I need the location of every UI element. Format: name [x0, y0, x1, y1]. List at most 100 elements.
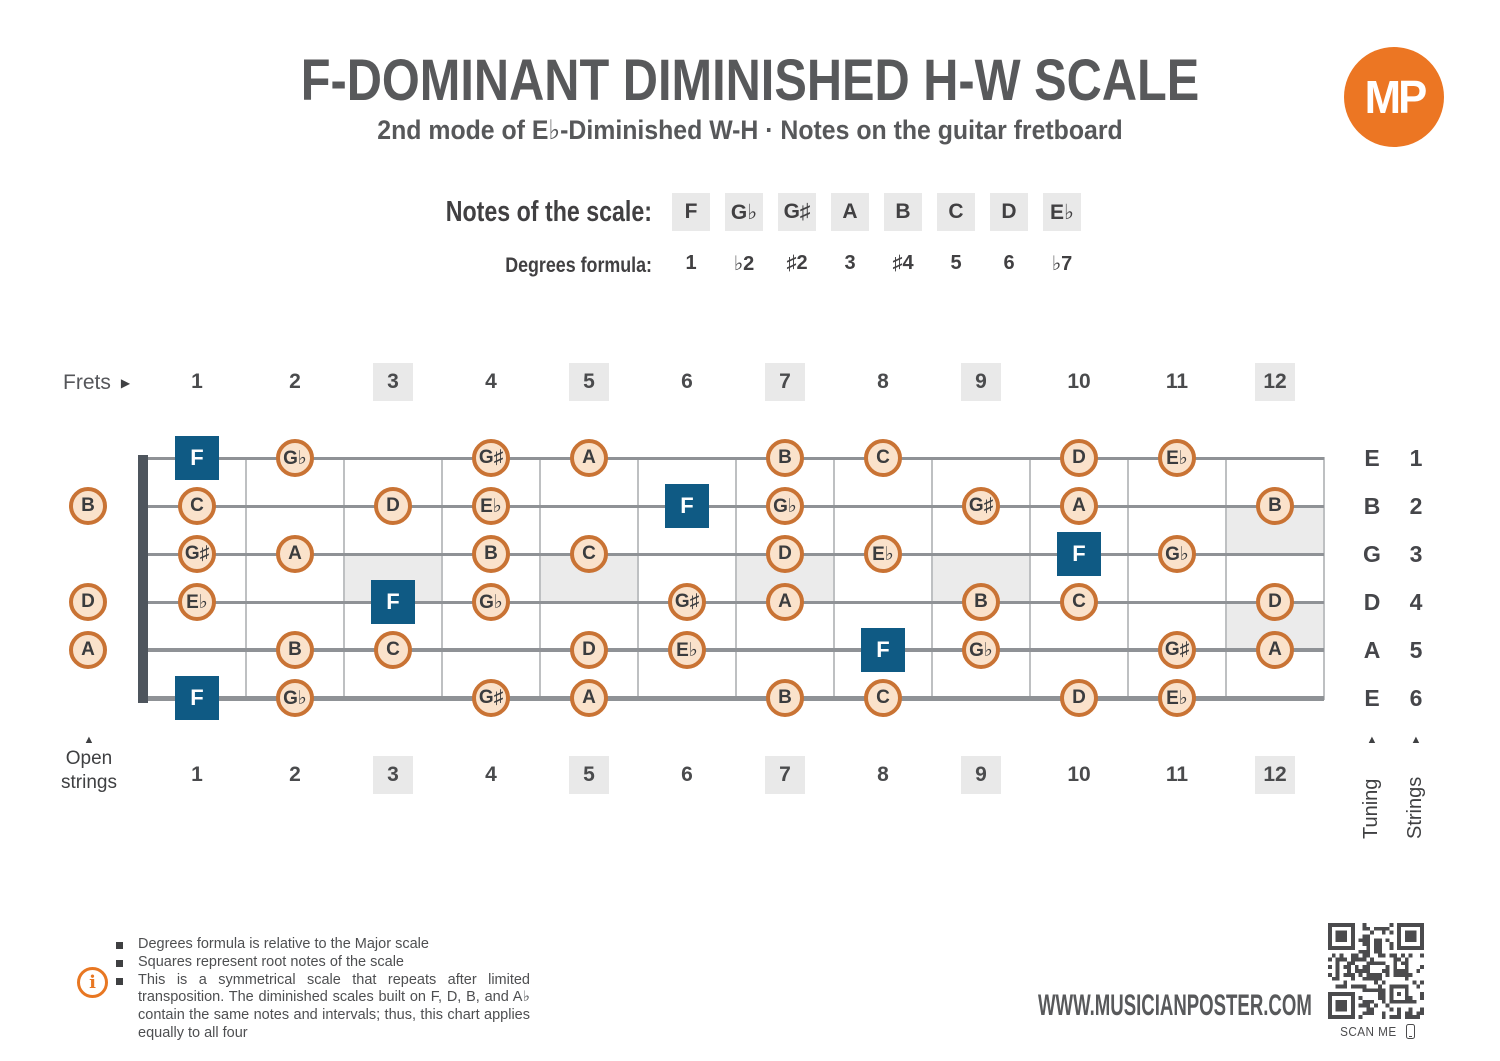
- fretboard-note: B: [766, 679, 804, 717]
- fretboard-note: C: [178, 487, 216, 525]
- footnotes-list: Degrees formula is relative to the Major…: [116, 936, 546, 1043]
- fretboard-note: G♯: [472, 439, 510, 477]
- fret-wire: [1225, 457, 1227, 700]
- strings-vertical-label: Strings: [1404, 776, 1426, 839]
- fret-number: 11: [1165, 763, 1189, 786]
- fretboard-note: D: [1060, 439, 1098, 477]
- open-string-note: D: [69, 583, 107, 621]
- fretboard-note: B: [766, 439, 804, 477]
- fretboard-note: G♯: [962, 487, 1000, 525]
- tuning-letter: D: [1363, 589, 1381, 615]
- fret-wire: [1323, 457, 1325, 700]
- page-title: F-DOMINANT DIMINISHED H-W SCALE: [300, 48, 1200, 113]
- string-number: 2: [1409, 493, 1423, 519]
- fretboard-note: G♯: [668, 583, 706, 621]
- scale-note-chip: E♭: [1043, 193, 1081, 231]
- root-note: F: [371, 580, 415, 624]
- degrees-row: 1 ♭2 ♯2 3 ♯4 5 6 ♭7: [672, 250, 1081, 276]
- fretboard-note: E♭: [1158, 679, 1196, 717]
- brand-logo: MP: [1344, 47, 1444, 147]
- qr-code: [1328, 923, 1424, 1019]
- degree-chip: ♭7: [1051, 252, 1073, 275]
- root-note: F: [665, 484, 709, 528]
- fret-number: 3: [373, 756, 413, 794]
- footnote-text: This is a symmetrical scale that repeats…: [138, 971, 530, 1041]
- fret-number: 3: [373, 363, 413, 401]
- string-number: 5: [1409, 637, 1423, 663]
- fret-number: 5: [569, 756, 609, 794]
- string-line: [148, 695, 1324, 701]
- tuning-letter: E: [1364, 445, 1380, 471]
- fretboard-note: E♭: [178, 583, 216, 621]
- tuning-letter: B: [1363, 493, 1381, 519]
- degree-chip: 3: [844, 251, 856, 274]
- fret-wire: [735, 457, 737, 700]
- root-note: F: [861, 628, 905, 672]
- string-number: 3: [1409, 541, 1423, 567]
- scale-note-chip: F: [672, 193, 710, 231]
- tuning-arrow-icon: ▲: [1366, 734, 1378, 746]
- fret-number: 9: [961, 756, 1001, 794]
- fretboard-note: B: [1256, 487, 1294, 525]
- fretboard-note: A: [1060, 487, 1098, 525]
- fret-number: 10: [1067, 763, 1091, 786]
- fret-number: 6: [681, 763, 693, 786]
- scale-note-chip: D: [990, 193, 1028, 231]
- fret-wire: [637, 457, 639, 700]
- fret-number: 1: [191, 370, 203, 393]
- fret-wire: [245, 457, 247, 700]
- string-number: 4: [1409, 589, 1423, 615]
- string-line: [148, 552, 1324, 556]
- scale-note-chip: A: [831, 193, 869, 231]
- fretboard-note: C: [374, 631, 412, 669]
- fret-wire: [931, 457, 933, 700]
- fretboard-note: B: [276, 631, 314, 669]
- fretboard-note: B: [472, 535, 510, 573]
- footnote-bullet-icon: [116, 959, 123, 967]
- tuning-letter: E: [1364, 685, 1380, 711]
- fretboard-note: C: [570, 535, 608, 573]
- degree-chip: ♭2: [733, 252, 755, 275]
- fret-number: 4: [485, 370, 497, 393]
- degrees-formula-label: Degrees formula:: [505, 254, 652, 277]
- fret-number: 1: [191, 763, 203, 786]
- fret-number: 12: [1255, 363, 1295, 401]
- fretboard-note: D: [1256, 583, 1294, 621]
- string-line: [148, 600, 1324, 604]
- fretboard-note: D: [766, 535, 804, 573]
- fret-number: 4: [485, 763, 497, 786]
- fretboard-note: C: [864, 439, 902, 477]
- fretboard-note: D: [570, 631, 608, 669]
- fretboard-note: E♭: [1158, 439, 1196, 477]
- open-string-note: B: [69, 487, 107, 525]
- fret-number: 8: [877, 370, 889, 393]
- frets-arrow-icon: ▶: [120, 376, 131, 390]
- page-subtitle: 2nd mode of E♭-Diminished W-H · Notes on…: [377, 115, 1123, 145]
- fretboard-note: G♭: [276, 679, 314, 717]
- fret-wire: [539, 457, 541, 700]
- website-text: WWW.MUSICIANPOSTER.COM: [1038, 989, 1312, 1022]
- degree-chip: 6: [1003, 251, 1015, 274]
- fret-number: 2: [289, 763, 301, 786]
- fretboard-note: G♯: [472, 679, 510, 717]
- scale-note-chip: C: [937, 193, 975, 231]
- fretboard-note: A: [570, 679, 608, 717]
- degree-chip: ♯4: [892, 251, 914, 274]
- fret-number: 10: [1067, 370, 1091, 393]
- fret-number: 8: [877, 763, 889, 786]
- fret-number: 2: [289, 370, 301, 393]
- fret-number: 11: [1165, 370, 1189, 393]
- strings-arrow-icon: ▲: [1410, 734, 1422, 746]
- tuning-letter: A: [1363, 637, 1381, 663]
- scan-me-text: SCAN ME: [1340, 1024, 1397, 1039]
- brand-logo-text: MP: [1364, 71, 1427, 123]
- open-strings-label: ▲ Open strings: [48, 733, 130, 795]
- footnote-item: This is a symmetrical scale that repeats…: [116, 972, 546, 1043]
- footnote-bullet-icon: [116, 942, 123, 949]
- fret-number: 7: [765, 363, 805, 401]
- root-note: F: [1057, 532, 1101, 576]
- footnote-item: Squares represent root notes of the scal…: [116, 954, 546, 972]
- scale-notes-row: F G♭ G♯ A B C D E♭: [672, 193, 1081, 231]
- fretboard-note: E♭: [668, 631, 706, 669]
